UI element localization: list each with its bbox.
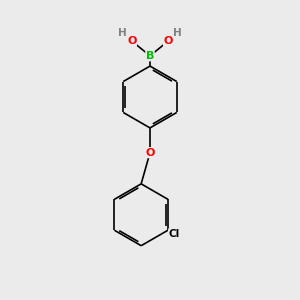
Text: H: H xyxy=(173,28,182,38)
Text: Cl: Cl xyxy=(169,229,180,239)
Text: O: O xyxy=(164,36,173,46)
Text: B: B xyxy=(146,51,154,61)
Text: O: O xyxy=(127,36,136,46)
Text: O: O xyxy=(145,148,155,158)
Text: H: H xyxy=(118,28,127,38)
